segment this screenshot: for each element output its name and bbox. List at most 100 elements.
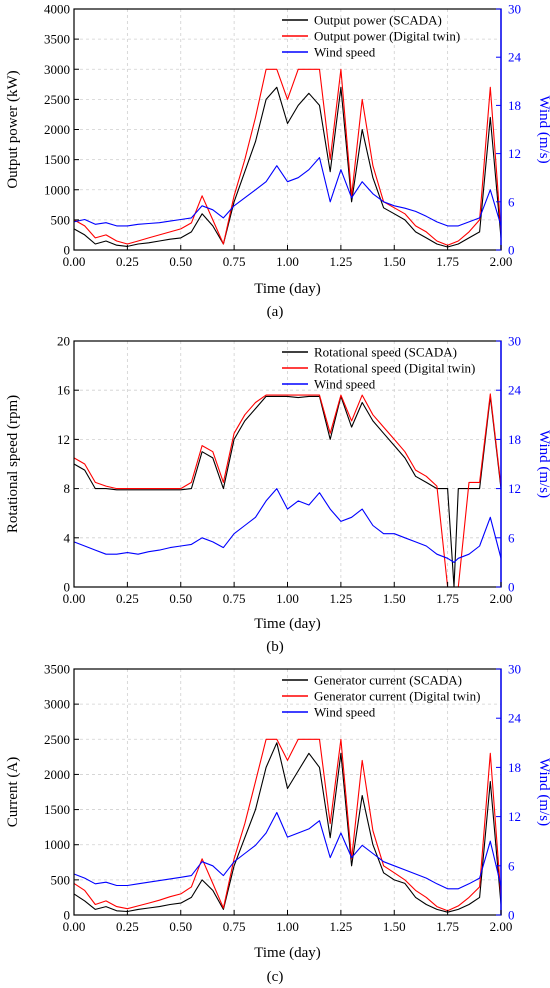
series-line-wind (73, 488, 502, 563)
x-axis-title: Time (day) (254, 281, 321, 297)
y2-tick-label: 0 (508, 580, 515, 595)
x-tick-label: 1.00 (276, 591, 299, 606)
panel-label: (c) (267, 969, 284, 985)
panel-label: (a) (267, 304, 284, 320)
y2-tick-label: 6 (508, 194, 515, 209)
x-tick-label: 1.75 (436, 919, 459, 934)
y2-tick-label: 30 (508, 662, 521, 677)
y-tick-label: 3000 (44, 62, 70, 77)
legend-twin: Rotational speed (Digital twin) (282, 361, 475, 376)
legend-wind: Wind speed (282, 705, 376, 720)
y-tick-label: 2500 (44, 92, 70, 107)
y-tick-label: 2500 (44, 732, 70, 747)
y-tick-label: 0 (64, 243, 71, 258)
legend-label: Output power (Digital twin) (314, 29, 460, 44)
legend-label: Wind speed (314, 45, 376, 60)
chart-panel-a: 0.00 0.25 0.50 0.75 1.00 1.25 1.50 1.75 2.000500… (5, 2, 550, 321)
legend-twin: Output power (Digital twin) (282, 29, 460, 44)
legend-scada: Rotational speed (SCADA) (282, 345, 457, 360)
y2-tick-label: 18 (508, 432, 521, 447)
y-tick-label: 4000 (44, 2, 70, 17)
y2-tick-label: 12 (508, 146, 521, 161)
x-tick-label: 0.75 (223, 591, 246, 606)
x-tick-label: 1.50 (383, 254, 406, 269)
series-line-wind (73, 157, 502, 227)
y2-tick-label: 18 (508, 98, 521, 113)
series-line-twin (73, 738, 502, 912)
y2-tick-label: 6 (508, 530, 515, 545)
y-tick-label: 8 (64, 481, 71, 496)
y-tick-label: 3500 (44, 662, 70, 677)
y-tick-label: 1000 (44, 182, 70, 197)
y-tick-label: 1000 (44, 837, 70, 852)
y-tick-label: 0 (64, 580, 71, 595)
x-tick-label: 1.25 (330, 254, 353, 269)
series-line-twin (73, 393, 502, 588)
series-line-wind (73, 811, 502, 890)
x-tick-label: 0.50 (169, 919, 192, 934)
y-tick-label: 500 (51, 212, 71, 227)
legend-label: Wind speed (314, 377, 376, 392)
legend-scada: Generator current (SCADA) (282, 673, 462, 688)
x-tick-label: 1.00 (276, 919, 299, 934)
x-tick-label: 1.00 (276, 254, 299, 269)
y2-tick-label: 30 (508, 2, 521, 17)
y-tick-label: 4 (64, 530, 71, 545)
panel-label: (b) (266, 639, 284, 655)
chart-panel-c: 0.00 0.25 0.50 0.75 1.00 1.25 1.50 1.75 2.000500… (5, 662, 550, 986)
chart-panel-b: 0.00 0.25 0.50 0.75 1.00 1.25 1.50 1.75 2.000481… (5, 334, 550, 656)
y2-tick-label: 12 (508, 481, 521, 496)
y-tick-label: 16 (57, 383, 71, 398)
x-tick-label: 1.25 (330, 919, 353, 934)
y-axis-title: Output power (kW) (5, 70, 21, 188)
x-tick-label: 2.00 (490, 919, 513, 934)
legend-wind: Wind speed (282, 377, 376, 392)
y-tick-label: 0 (64, 908, 71, 923)
x-tick-label: 0.25 (116, 591, 139, 606)
y-tick-label: 2000 (44, 122, 70, 137)
y2-tick-label: 6 (508, 858, 515, 873)
y2-tick-label: 18 (508, 760, 521, 775)
series-line-twin (73, 68, 502, 246)
legend-wind: Wind speed (282, 45, 376, 60)
x-tick-label: 0.50 (169, 591, 192, 606)
x-tick-label: 1.75 (436, 591, 459, 606)
x-axis-title: Time (day) (254, 616, 321, 632)
x-tick-label: 0.75 (223, 919, 246, 934)
y-axis-title: Current (A) (5, 757, 21, 827)
y-tick-label: 1500 (44, 802, 70, 817)
legend-label: Output power (SCADA) (314, 13, 442, 28)
y2-axis-title: Wind (m/s) (536, 95, 550, 163)
y2-tick-label: 12 (508, 809, 521, 824)
y2-tick-label: 0 (508, 908, 515, 923)
x-tick-label: 0.75 (223, 254, 246, 269)
y2-axis-title: Wind (m/s) (536, 430, 550, 498)
x-tick-label: 0.00 (63, 919, 86, 934)
y-axis-title: Rotational speed (rpm) (5, 395, 21, 533)
series-line-scada (73, 86, 502, 248)
legend-label: Generator current (SCADA) (314, 673, 462, 688)
x-tick-label: 0.00 (63, 254, 86, 269)
y2-tick-label: 24 (508, 50, 522, 65)
x-tick-label: 1.75 (436, 254, 459, 269)
y2-tick-label: 30 (508, 334, 521, 349)
y-tick-label: 3500 (44, 32, 70, 47)
x-tick-label: 1.50 (383, 919, 406, 934)
legend-label: Rotational speed (Digital twin) (314, 361, 475, 376)
legend-scada: Output power (SCADA) (282, 13, 442, 28)
y2-tick-label: 24 (508, 383, 522, 398)
legend-label: Generator current (Digital twin) (314, 689, 480, 704)
y2-tick-label: 24 (508, 711, 522, 726)
x-tick-label: 0.25 (116, 254, 139, 269)
y-tick-label: 12 (57, 432, 70, 447)
series-line-scada (73, 742, 502, 913)
x-tick-label: 0.50 (169, 254, 192, 269)
x-tick-label: 2.00 (490, 254, 513, 269)
y-tick-label: 20 (57, 334, 70, 349)
legend-twin: Generator current (Digital twin) (282, 689, 480, 704)
x-tick-label: 1.50 (383, 591, 406, 606)
x-tick-label: 1.25 (330, 591, 353, 606)
y-tick-label: 500 (51, 872, 71, 887)
y2-tick-label: 0 (508, 243, 515, 258)
